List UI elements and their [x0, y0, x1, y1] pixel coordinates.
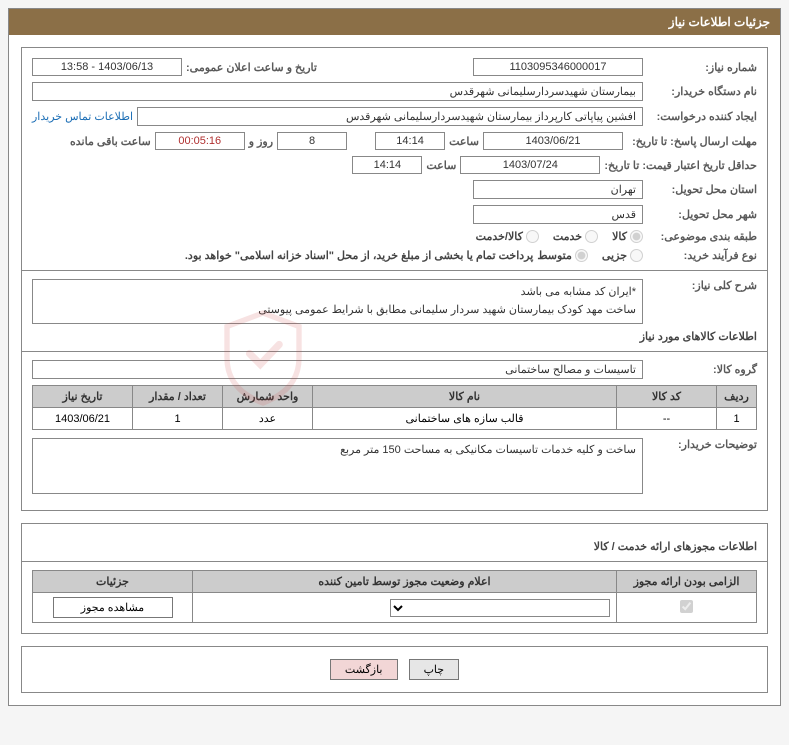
footer-panel: چاپ بازگشت	[21, 646, 768, 693]
details-panel: شماره نیاز: 1103095346000017 تاریخ و ساع…	[21, 47, 768, 511]
main-panel: جزئیات اطلاعات نیاز شماره نیاز: 11030953…	[8, 8, 781, 706]
buyer-org: بیمارستان شهیدسردارسلیمانی شهرقدس	[32, 82, 643, 101]
process-radio-group: جزیی متوسط	[537, 249, 643, 262]
time-label-1: ساعت	[449, 135, 479, 148]
panel-header: جزئیات اطلاعات نیاز	[9, 9, 780, 35]
days-suffix: روز و	[249, 135, 273, 148]
remain-suffix: ساعت باقی مانده	[70, 135, 151, 148]
th-unit: واحد شمارش	[223, 386, 313, 408]
back-button[interactable]: بازگشت	[330, 659, 398, 680]
lic-mandatory-cell	[617, 593, 757, 623]
lic-th-details: جزئیات	[33, 571, 193, 593]
buyer-org-label: نام دستگاه خریدار:	[647, 85, 757, 98]
goods-info-title: اطلاعات کالاهای مورد نیاز	[32, 330, 757, 343]
th-code: کد کالا	[617, 386, 717, 408]
validity-date: 1403/07/24	[460, 156, 600, 174]
countdown: 00:05:16	[155, 132, 245, 150]
buyer-notes-label: توضیحات خریدار:	[647, 438, 757, 451]
separator-2	[22, 351, 767, 352]
need-no-label: شماره نیاز:	[647, 61, 757, 74]
requester: افشین پیاپاتی کارپرداز بیمارستان شهیدسرد…	[137, 107, 643, 126]
group-value: تاسیسات و مصالح ساختمانی	[32, 360, 643, 379]
license-row: مشاهده مجوز	[33, 593, 757, 623]
category-radio-group: کالا خدمت کالا/خدمت	[476, 230, 643, 243]
license-panel: اطلاعات مجوزهای ارائه خدمت / کالا الزامی…	[21, 523, 768, 634]
deadline-label: مهلت ارسال پاسخ: تا تاریخ:	[627, 135, 757, 148]
lic-th-mandatory: الزامی بودن ارائه مجوز	[617, 571, 757, 593]
view-license-button[interactable]: مشاهده مجوز	[53, 597, 173, 618]
summary-label: شرح کلی نیاز:	[647, 279, 757, 292]
goods-table: ردیف کد کالا نام کالا واحد شمارش تعداد /…	[32, 385, 757, 430]
days-box: 8	[277, 132, 347, 150]
radio-goods[interactable]: کالا	[612, 230, 643, 243]
print-button[interactable]: چاپ	[409, 659, 460, 680]
contact-link[interactable]: اطلاعات تماس خریدار	[32, 110, 133, 123]
th-qty: تعداد / مقدار	[133, 386, 223, 408]
lic-detail-cell: مشاهده مجوز	[33, 593, 193, 623]
payment-note: پرداخت تمام یا بخشی از مبلغ خرید، از محل…	[32, 249, 533, 262]
mandatory-checkbox	[680, 600, 693, 613]
table-row: 1 -- قالب سازه های ساختمانی عدد 1 1403/0…	[33, 408, 757, 430]
deadline-date: 1403/06/21	[483, 132, 623, 150]
deadline-time: 14:14	[375, 132, 445, 150]
city-label: شهر محل تحویل:	[647, 208, 757, 221]
city: قدس	[473, 205, 643, 224]
status-select[interactable]	[390, 599, 610, 617]
separator-1	[22, 270, 767, 271]
need-no: 1103095346000017	[473, 58, 643, 76]
province-label: استان محل تحویل:	[647, 183, 757, 196]
validity-label: حداقل تاریخ اعتبار قیمت: تا تاریخ:	[604, 159, 757, 172]
group-label: گروه کالا:	[647, 363, 757, 376]
summary-box: *ایران کد مشابه می باشد ساخت مهد کودک بی…	[32, 279, 643, 324]
th-row: ردیف	[717, 386, 757, 408]
announce-label: تاریخ و ساعت اعلان عمومی:	[186, 61, 317, 74]
time-label-2: ساعت	[426, 159, 456, 172]
th-date: تاریخ نیاز	[33, 386, 133, 408]
validity-time: 14:14	[352, 156, 422, 174]
process-label: نوع فرآیند خرید:	[647, 249, 757, 262]
th-name: نام کالا	[313, 386, 617, 408]
requester-label: ایجاد کننده درخواست:	[647, 110, 757, 123]
province: تهران	[473, 180, 643, 199]
license-title: اطلاعات مجوزهای ارائه خدمت / کالا	[32, 540, 757, 553]
separator-3	[22, 561, 767, 562]
announce-value: 1403/06/13 - 13:58	[32, 58, 182, 76]
radio-both[interactable]: کالا/خدمت	[476, 230, 539, 243]
radio-medium[interactable]: متوسط	[537, 249, 588, 262]
radio-partial[interactable]: جزیی	[602, 249, 643, 262]
license-table: الزامی بودن ارائه مجوز اعلام وضعیت مجوز …	[32, 570, 757, 623]
summary-line2: ساخت مهد کودک بیمارستان شهید سردار سلیما…	[39, 302, 636, 320]
lic-th-status: اعلام وضعیت مجوز توسط تامین کننده	[193, 571, 617, 593]
radio-service[interactable]: خدمت	[553, 230, 598, 243]
summary-line1: *ایران کد مشابه می باشد	[39, 284, 636, 302]
panel-title: جزئیات اطلاعات نیاز	[669, 15, 770, 29]
lic-status-cell	[193, 593, 617, 623]
category-label: طبقه بندی موضوعی:	[647, 230, 757, 243]
buyer-notes: ساخت و کلیه خدمات تاسیسات مکانیکی به مسا…	[32, 438, 643, 494]
